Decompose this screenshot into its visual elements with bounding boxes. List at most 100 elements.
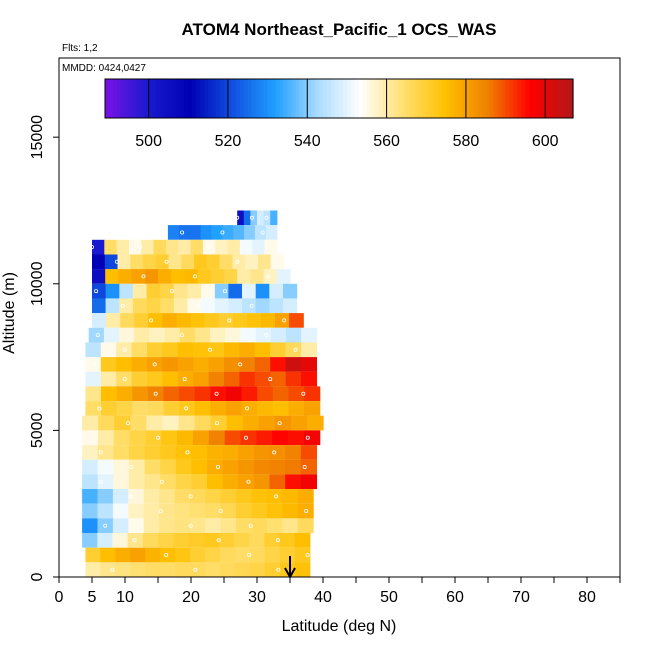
colorbar-segment bbox=[132, 79, 138, 118]
sample-point bbox=[272, 450, 277, 455]
heatmap-cell bbox=[191, 445, 208, 460]
heatmap-cell bbox=[255, 327, 272, 343]
heatmap-cell bbox=[257, 401, 274, 416]
heatmap-row bbox=[82, 533, 311, 548]
sample-point bbox=[132, 538, 137, 543]
heatmap-cell bbox=[220, 562, 236, 577]
heatmap-cell bbox=[160, 474, 177, 490]
heatmap-cell bbox=[103, 327, 120, 343]
colorbar-segment bbox=[346, 79, 352, 118]
heatmap-cell bbox=[148, 313, 163, 328]
colorbar-segment bbox=[350, 79, 356, 118]
heatmap-cell bbox=[104, 239, 118, 255]
sample-point bbox=[222, 289, 227, 294]
sample-point bbox=[301, 391, 306, 396]
heatmap-cell bbox=[145, 430, 162, 446]
colorbar-segment bbox=[362, 79, 368, 118]
heatmap-cell bbox=[269, 474, 286, 490]
sample-point bbox=[260, 230, 265, 235]
heatmap-cell bbox=[254, 342, 271, 358]
heatmap-cell bbox=[270, 254, 284, 270]
heatmap-cell bbox=[253, 474, 271, 490]
heatmap-cell bbox=[235, 547, 251, 563]
sample-point bbox=[245, 406, 250, 411]
colorbar-segment bbox=[422, 79, 427, 118]
heatmap-cell bbox=[211, 225, 223, 240]
sample-point bbox=[304, 508, 309, 513]
colorbar-segment bbox=[438, 79, 443, 118]
x-tick-label: 30 bbox=[248, 589, 266, 606]
heatmap-cell bbox=[178, 239, 192, 255]
heatmap-cell bbox=[200, 225, 213, 240]
heatmap-cell bbox=[97, 518, 114, 534]
colorbar-tick-label: 580 bbox=[453, 133, 480, 150]
heatmap-cell bbox=[238, 445, 255, 460]
heatmap-cell bbox=[228, 283, 243, 299]
heatmap-cell bbox=[147, 357, 163, 372]
colorbar-segment bbox=[251, 79, 257, 118]
sample-point bbox=[247, 553, 252, 558]
heatmap-row bbox=[85, 562, 311, 577]
heatmap-cell bbox=[241, 401, 258, 416]
heatmap-cell bbox=[236, 503, 253, 519]
heatmap-cell bbox=[226, 401, 243, 416]
heatmap-cell bbox=[149, 327, 166, 343]
heatmap-cell bbox=[177, 357, 194, 372]
heatmap-row bbox=[85, 547, 311, 563]
heatmap-cell bbox=[162, 357, 179, 372]
heatmap-cell bbox=[257, 254, 272, 270]
colorbar-segment bbox=[533, 79, 538, 118]
heatmap-cell bbox=[98, 415, 115, 431]
heatmap-cell bbox=[116, 342, 133, 358]
heatmap-cell bbox=[82, 415, 99, 431]
colorbar-border bbox=[104, 78, 574, 119]
heatmap-cell bbox=[97, 533, 114, 548]
heatmap-cell bbox=[116, 357, 133, 372]
sample-point bbox=[180, 333, 185, 338]
heatmap-cell bbox=[279, 547, 296, 563]
heatmap-cell bbox=[159, 489, 176, 504]
heatmap-cell bbox=[282, 518, 299, 534]
heatmap-cell bbox=[144, 474, 161, 490]
colorbar-segment bbox=[545, 79, 550, 118]
heatmap-cell bbox=[288, 401, 305, 416]
heatmap-cell bbox=[120, 313, 135, 328]
heatmap-cell bbox=[188, 533, 205, 548]
sample-point bbox=[235, 259, 240, 264]
heatmap-row bbox=[82, 430, 321, 446]
heatmap-cell bbox=[222, 459, 239, 475]
heatmap-cell bbox=[245, 254, 259, 270]
heatmap-cell bbox=[244, 225, 256, 240]
heatmap-row bbox=[85, 342, 317, 358]
sample-point bbox=[188, 494, 193, 499]
heatmap-cell bbox=[207, 445, 224, 460]
heatmap-cell bbox=[300, 459, 317, 475]
colorbar-segment bbox=[561, 79, 566, 118]
heatmap-cell bbox=[264, 547, 281, 563]
heatmap-cell bbox=[226, 415, 244, 431]
heatmap-cell bbox=[100, 562, 116, 577]
heatmap-cell bbox=[175, 547, 191, 563]
heatmap-cell bbox=[97, 445, 114, 460]
heatmap-cell bbox=[167, 225, 180, 240]
colorbar-segment bbox=[128, 79, 134, 118]
colorbar-segment bbox=[517, 79, 523, 118]
colorbar-segment bbox=[216, 79, 221, 118]
colorbar-segment bbox=[569, 79, 574, 118]
colorbar-segment bbox=[311, 79, 316, 118]
heatmap-cell bbox=[304, 401, 321, 416]
heatmap-cell bbox=[144, 445, 161, 460]
sample-point bbox=[98, 479, 103, 484]
chart-title: ATOM4 Northeast_Pacific_1 OCS_WAS bbox=[182, 20, 497, 39]
colorbar-segment bbox=[152, 79, 158, 118]
sample-point bbox=[243, 435, 248, 440]
heatmap-cell bbox=[218, 533, 235, 548]
heatmap-cell bbox=[224, 269, 238, 284]
heatmap-cell bbox=[301, 327, 317, 343]
y-tick-label: 0 bbox=[29, 572, 46, 581]
colorbar-segment bbox=[370, 79, 376, 118]
heatmap-cell bbox=[205, 489, 222, 504]
heatmap-cell bbox=[250, 562, 266, 577]
colorbar-segment bbox=[414, 79, 419, 118]
heatmap-cell bbox=[242, 298, 257, 314]
